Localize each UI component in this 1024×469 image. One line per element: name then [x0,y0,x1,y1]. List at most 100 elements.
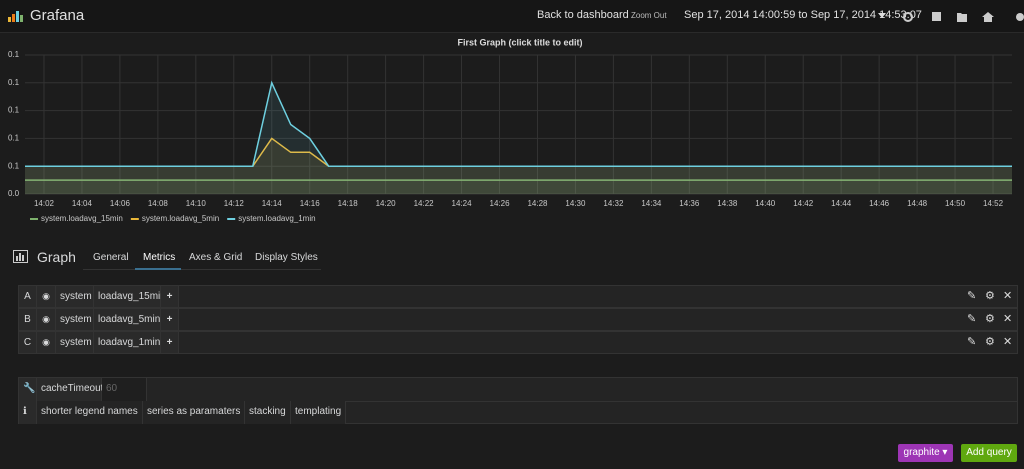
x-tick-label: 14:30 [565,199,586,208]
wrench-icon: 🔧 [19,378,37,401]
legend-label: system.loadavg_1min [238,214,315,223]
caret [878,13,886,18]
y-tick-label: 0.1 [8,78,20,87]
area [25,180,1012,194]
eye-icon[interactable]: ◉ [37,286,56,307]
editor-title: Graph [37,249,76,265]
options-panel: 🔧 cacheTimeout 60 ℹ shorter legend names… [18,377,1018,424]
legend-label: system.loadavg_15min [41,214,123,223]
x-tick-label: 14:16 [300,199,321,208]
x-tick-label: 14:52 [983,199,1004,208]
query-action[interactable]: ✕ [1003,313,1013,325]
refresh-icon[interactable] [903,12,913,22]
x-tick-label: 14:08 [148,199,169,208]
time-range[interactable]: Sep 17, 2014 14:00:59 to Sep 17, 2014 14… [684,9,922,21]
y-tick-label: 0.1 [8,134,20,143]
option-input[interactable]: 60 [102,378,147,401]
legend-label: system.loadavg_5min [142,214,219,223]
tab[interactable]: General [93,252,129,263]
query-metric[interactable]: loadavg_1min [94,332,161,353]
query-action[interactable]: ✎ [967,336,977,348]
query-action[interactable]: ✎ [967,290,977,302]
add-segment[interactable]: + [161,332,179,353]
x-tick-label: 14:06 [110,199,131,208]
zoom-out[interactable]: Zoom Out [631,11,667,20]
eye-icon[interactable]: ◉ [37,309,56,330]
x-tick-label: 14:20 [376,199,397,208]
x-tick-label: 14:36 [679,199,700,208]
query-metric[interactable]: loadavg_5min [94,309,161,330]
query-action[interactable]: ⚙ [985,313,995,325]
x-tick-label: 14:42 [793,199,814,208]
x-tick-label: 14:22 [414,199,435,208]
help-row: ℹ shorter legend names series as paramate… [19,401,1017,424]
y-tick-label: 0.1 [8,161,20,170]
active-tab-underline [135,268,181,270]
query-ref: C [19,332,37,353]
x-tick-label: 14:28 [527,199,548,208]
chart-title[interactable]: First Graph (click title to edit) [457,37,582,47]
query-action[interactable]: ⚙ [985,290,995,302]
x-tick-label: 14:46 [869,199,890,208]
help-link[interactable]: series as paramaters [143,401,246,424]
series-line [25,137,1012,167]
x-tick-label: 14:04 [72,199,93,208]
x-tick-label: 14:12 [224,199,245,208]
query-action[interactable]: ✕ [1003,290,1013,302]
series-line [25,80,1012,167]
query-action[interactable]: ✎ [967,313,977,325]
help-link[interactable]: templating [291,401,347,424]
options-row: 🔧 cacheTimeout 60 [19,378,1017,402]
help-link[interactable]: shorter legend names [37,401,143,424]
query-database[interactable]: system [56,332,94,353]
x-tick-label: 14:34 [641,199,662,208]
back-link[interactable]: Back to dashboard [537,9,629,21]
y-tick-label: 0.1 [8,106,20,115]
logo-icon [8,11,23,22]
tab[interactable]: Display Styles [255,252,318,263]
brand[interactable]: Grafana [30,7,85,24]
eye-icon[interactable]: ◉ [37,332,56,353]
x-tick-label: 14:10 [186,199,207,208]
x-tick-label: 14:32 [603,199,624,208]
add-segment[interactable]: + [161,286,179,307]
option-label: cacheTimeout [37,378,103,401]
add-segment[interactable]: + [161,309,179,330]
x-tick-label: 14:26 [490,199,511,208]
query-row: B ◉ system loadavg_5min + ✎ ⚙ ✕ [18,308,1018,331]
query-row: A ◉ system loadavg_15min + ✎ ⚙ ✕ [18,285,1018,308]
query-database[interactable]: system [56,286,94,307]
tab[interactable]: Axes & Grid [189,252,243,263]
datasource-button[interactable]: graphite ▾ [898,444,953,462]
x-tick-label: 14:18 [338,199,359,208]
y-tick-label: 0.0 [8,189,20,198]
query-action[interactable]: ⚙ [985,336,995,348]
query-ref: A [19,286,37,307]
x-tick-label: 14:50 [945,199,966,208]
chart: First Graph (click title to edit) 0.0 0.1… [8,37,1012,223]
x-tick-label: 14:40 [755,199,776,208]
x-tick-label: 14:14 [262,199,283,208]
query-ref: B [19,309,37,330]
graph-icon [13,250,28,263]
tab-rule [83,269,321,270]
save-icon[interactable] [932,12,941,21]
x-tick-label: 14:44 [831,199,852,208]
top-nav: Grafana Back to dashboard Zoom Out Sep 1… [0,0,1024,33]
home-icon[interactable] [982,12,994,22]
tab[interactable]: Metrics [143,252,176,263]
query-metric[interactable]: loadavg_15min [94,286,166,307]
x-tick-label: 14:48 [907,199,928,208]
x-tick-label: 14:38 [717,199,738,208]
settings-icon[interactable] [1016,13,1024,21]
y-tick-label: 0.1 [8,50,20,59]
help-link[interactable]: stacking [245,401,291,424]
open-icon[interactable] [957,13,967,22]
query-row: C ◉ system loadavg_1min + ✎ ⚙ ✕ [18,331,1018,354]
add-query-button[interactable]: Add query [961,444,1017,462]
nav-icons [903,12,1024,22]
query-action[interactable]: ✕ [1003,336,1013,348]
info-icon: ℹ [19,401,37,424]
query-database[interactable]: system [56,309,94,330]
